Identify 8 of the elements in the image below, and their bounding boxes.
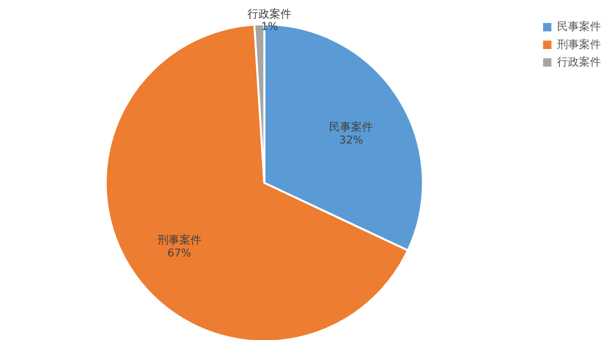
data-label: 67% <box>167 246 192 260</box>
data-label: 32% <box>339 133 364 146</box>
legend-label: 刑事案件 <box>557 38 602 51</box>
legend-label: 行政案件 <box>557 55 602 68</box>
legend-label: 民事案件 <box>557 20 602 34</box>
slice-label: 民事案件 <box>329 120 374 134</box>
slice-label: 行政案件 <box>248 8 292 21</box>
slice-label: 刑事案件 <box>157 234 202 247</box>
